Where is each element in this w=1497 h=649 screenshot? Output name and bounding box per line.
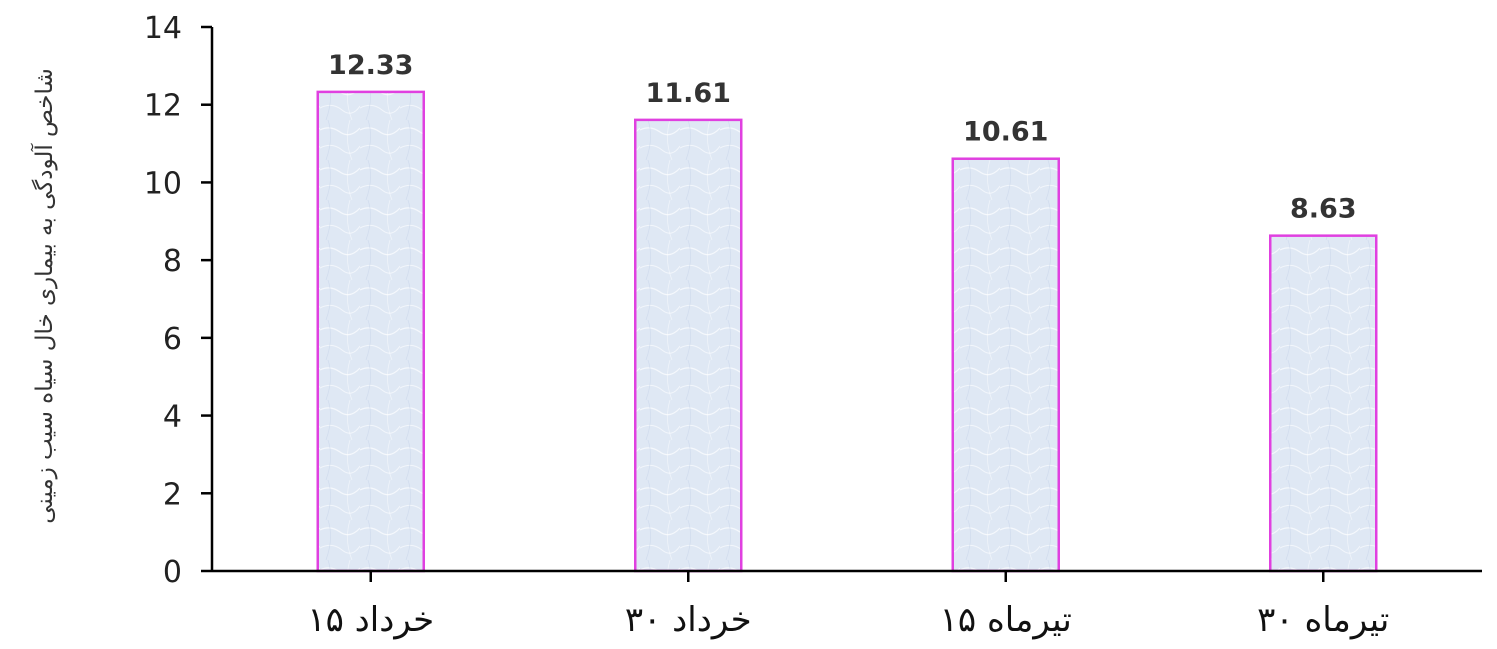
bar [951,157,1060,573]
x-tick-label: ۳۰ تیرماه [1257,600,1389,640]
y-tick-label: 0 [163,555,182,590]
x-tick-label: ۳۰ خرداد [625,600,752,640]
y-tick-label: 12 [144,89,182,124]
y-tick-label: 6 [163,322,182,357]
bar [316,90,425,573]
x-tick-label: ۱۵ خرداد [307,600,434,640]
y-tick-label: 10 [144,166,182,201]
data-label: 11.61 [646,78,731,109]
y-axis: 0 2 4 6 8 10 12 14 [144,11,214,590]
data-label: 8.63 [1290,194,1357,225]
y-axis-title: شاخص آلودگی به بیماری خال سیاه سیب زمینی [30,68,58,523]
bar [1269,234,1378,573]
y-tick-label: 2 [163,477,182,512]
data-label: 10.61 [963,117,1048,148]
bar [634,118,743,573]
bars-group: 12.33 11.61 10.61 8.63 [316,50,1378,573]
y-tick-label: 4 [163,400,182,435]
x-tick-label: ۱۵ تیرماه [940,600,1072,640]
y-tick-label: 14 [144,11,182,46]
data-label: 12.33 [328,50,413,81]
x-axis: ۱۵ خرداد ۳۰ خرداد ۱۵ تیرماه ۳۰ تیرماه [212,569,1482,640]
y-tick-label: 8 [163,244,182,279]
